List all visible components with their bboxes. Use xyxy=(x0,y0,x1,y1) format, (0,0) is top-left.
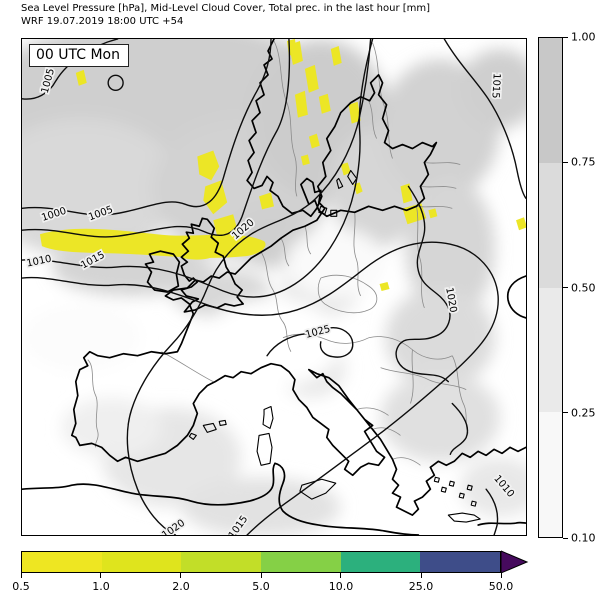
precip-colorbar-tickmarks xyxy=(20,573,502,579)
cloud-colorbar-tickmarks xyxy=(563,36,568,539)
precip-overflow-arrow xyxy=(501,550,529,574)
cloud-cover-tick-label: 0.25 xyxy=(571,406,596,420)
precip-segment xyxy=(340,552,421,572)
precip-segment xyxy=(181,552,262,572)
tick-mark xyxy=(420,573,422,578)
tick-mark xyxy=(260,573,262,578)
precip-tick-label: 50.0 xyxy=(488,580,514,593)
tick-mark xyxy=(20,573,22,578)
cloud-colorbar-segments xyxy=(539,38,562,537)
country-borders-layer xyxy=(87,40,469,466)
precip-tick-label: 25.0 xyxy=(408,580,434,593)
cloud-colorbar-ticklabels: 1.00 0.75 0.50 0.25 0.10 xyxy=(571,31,611,545)
isobar-label: 1015 xyxy=(489,73,501,99)
precip-segment xyxy=(22,552,102,572)
precip-tick-label: 2.0 xyxy=(172,580,190,593)
precip-tick-label: 0.5 xyxy=(12,580,30,593)
precip-tick-label: 1.0 xyxy=(92,580,110,593)
figure-subtitle: WRF 19.07.2019 18:00 UTC +54 xyxy=(21,16,184,27)
tick-mark xyxy=(180,573,182,578)
precip-segment xyxy=(261,552,341,572)
tick-mark xyxy=(563,161,568,163)
tick-mark xyxy=(563,36,568,38)
tick-mark xyxy=(340,573,342,578)
cloud-cover-segment xyxy=(539,287,562,413)
isobar-label: 1020 xyxy=(160,518,187,535)
cloud-cover-segment xyxy=(539,162,562,288)
isobars-layer xyxy=(22,39,526,535)
cloud-colorbar xyxy=(538,37,563,538)
cloud-cover-tick-label: 0.75 xyxy=(571,155,596,169)
precip-colorbar xyxy=(21,551,501,573)
cloud-cover-segment xyxy=(539,412,562,537)
coastlines-layer xyxy=(22,39,526,535)
tick-mark xyxy=(563,287,568,288)
weather-map: 00 UTC Mon xyxy=(21,38,527,536)
precip-segment xyxy=(420,552,501,572)
tick-mark xyxy=(563,537,568,539)
tick-mark xyxy=(100,573,102,578)
cloud-cover-segment xyxy=(539,38,562,163)
cloud-cover-tick-label: 0.10 xyxy=(571,531,596,545)
isobar-label: 1010 xyxy=(26,254,53,270)
tick-mark xyxy=(500,573,502,578)
precip-tick-label: 10.0 xyxy=(328,580,354,593)
precip-tick-label: 5.0 xyxy=(252,580,270,593)
precip-colorbar-ticklabels: 0.5 1.0 2.0 5.0 10.0 25.0 50.0 xyxy=(12,580,513,594)
cloud-cover-tick-label: 0.50 xyxy=(571,281,596,294)
cloud-cover-tick-label: 1.00 xyxy=(571,30,596,44)
valid-time-label: 00 UTC Mon xyxy=(29,44,129,68)
tick-mark xyxy=(563,412,568,414)
figure-title: Sea Level Pressure [hPa], Mid-Level Clou… xyxy=(21,3,431,14)
precip-segment xyxy=(101,552,182,572)
